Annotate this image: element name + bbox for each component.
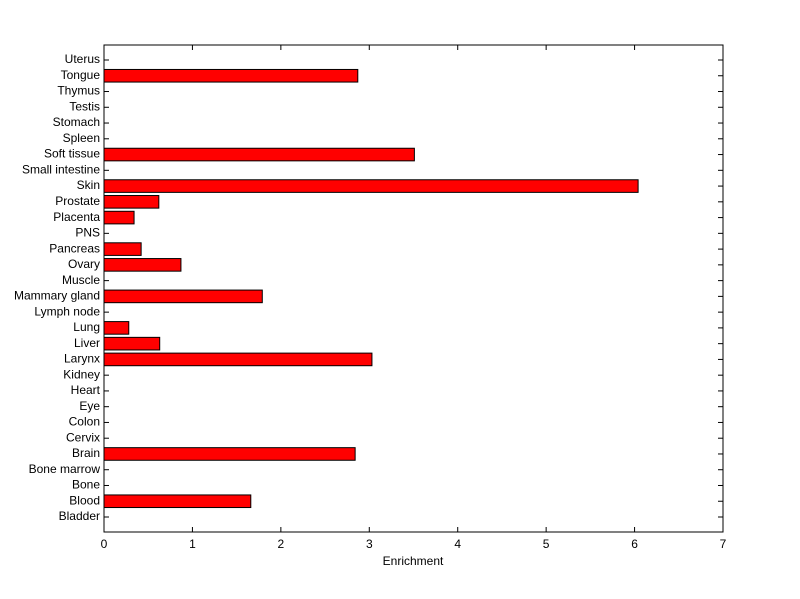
x-tick-label: 4 [454,537,461,551]
y-tick-label: Stomach [53,115,100,129]
x-tick-label: 0 [101,537,108,551]
y-tick-label: Eye [79,399,100,413]
x-tick-label: 1 [189,537,196,551]
y-tick-label: Lymph node [34,304,100,318]
y-tick-label: Spleen [63,131,100,145]
bar [103,289,263,304]
x-tick-label: 7 [720,537,727,551]
y-tick-label: Testis [69,99,100,113]
x-tick-label: 3 [366,537,373,551]
y-tick-label: Bladder [59,509,100,523]
bar [103,447,356,461]
bar [103,494,252,509]
y-tick-label: Colon [69,415,100,429]
y-tick-label: Heart [71,383,101,397]
bar [103,336,161,351]
y-tick-label: Kidney [63,367,100,381]
y-tick-label: Small intestine [22,162,100,176]
y-tick-label: Brain [72,446,100,460]
y-tick-label: Pancreas [49,241,100,255]
bar [103,210,135,225]
x-axis-label: Enrichment [383,554,444,568]
y-tick-label: Soft tissue [44,147,100,161]
bar [103,147,415,162]
bar [103,352,373,367]
x-tick-label: 5 [543,537,550,551]
y-tick-label: Bone marrow [29,462,101,476]
y-tick-label: Uterus [65,52,100,66]
y-tick-label: PNS [75,226,100,240]
y-tick-label: Thymus [57,84,100,98]
y-tick-label: Blood [69,493,100,507]
y-tick-label: Liver [74,336,100,350]
y-tick-label: Bone [72,478,100,492]
y-tick-label: Prostate [55,194,100,208]
bar [103,321,130,335]
y-tick-label: Mammary gland [14,289,100,303]
y-tick-label: Cervix [66,430,100,444]
bar [103,179,639,193]
bar [103,195,160,209]
y-tick-label: Ovary [68,257,100,271]
y-tick-label: Tongue [61,68,101,82]
y-tick-label: Lung [73,320,100,334]
y-tick-label: Placenta [53,210,100,224]
x-tick-label: 2 [278,537,285,551]
y-tick-label: Larynx [64,352,100,366]
y-tick-label: Muscle [62,273,100,287]
bar [103,242,142,256]
y-tick-label: Skin [77,178,100,192]
bar [103,68,359,83]
x-tick-label: 6 [631,537,638,551]
bar [103,258,182,272]
